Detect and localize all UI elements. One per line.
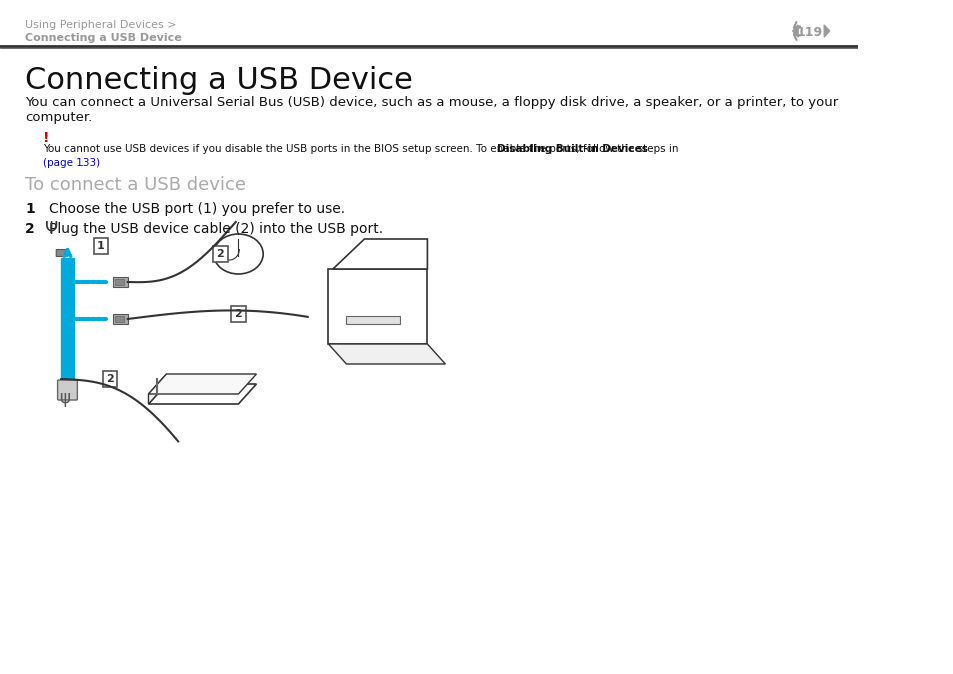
Polygon shape [823, 25, 829, 37]
FancyBboxPatch shape [231, 306, 245, 322]
Text: 2: 2 [216, 249, 224, 259]
Text: 1: 1 [97, 241, 105, 251]
Ellipse shape [213, 234, 263, 274]
Text: 2: 2 [25, 222, 35, 236]
FancyBboxPatch shape [103, 371, 117, 387]
Text: (page 133): (page 133) [43, 158, 100, 168]
Text: To connect a USB device: To connect a USB device [25, 176, 246, 194]
Bar [61, 258, 73, 379]
Text: ψ: ψ [59, 389, 71, 407]
Text: computer.: computer. [25, 111, 92, 124]
Text: 2: 2 [106, 374, 113, 384]
Bar [115, 316, 124, 322]
Text: 1: 1 [25, 202, 35, 216]
FancyBboxPatch shape [93, 238, 108, 254]
FancyBboxPatch shape [57, 380, 77, 400]
Text: 119: 119 [796, 26, 822, 39]
Text: Plug the USB device cable (2) into the USB port.: Plug the USB device cable (2) into the U… [50, 222, 383, 236]
FancyBboxPatch shape [213, 246, 228, 262]
Text: You can connect a Universal Serial Bus (USB) device, such as a mouse, a floppy d: You can connect a Universal Serial Bus (… [25, 96, 838, 109]
Text: 2: 2 [234, 309, 242, 319]
Text: .: . [81, 158, 84, 168]
Bar [328, 269, 427, 344]
Polygon shape [149, 374, 256, 394]
Text: You cannot use USB devices if you disable the USB ports in the BIOS setup screen: You cannot use USB devices if you disabl… [43, 144, 681, 154]
Text: Using Peripheral Devices >: Using Peripheral Devices > [25, 20, 176, 30]
Bar [346, 316, 400, 324]
Text: Disabling Built-in Devices: Disabling Built-in Devices [497, 144, 647, 154]
Polygon shape [149, 374, 166, 404]
Polygon shape [333, 239, 427, 269]
Polygon shape [792, 25, 798, 37]
Polygon shape [328, 344, 445, 364]
Bar [113, 277, 128, 287]
Bar [113, 314, 128, 324]
FancyBboxPatch shape [56, 249, 66, 257]
Text: Choose the USB port (1) you prefer to use.: Choose the USB port (1) you prefer to us… [50, 202, 345, 216]
Text: !: ! [43, 131, 50, 145]
Text: Connecting a USB Device: Connecting a USB Device [25, 33, 182, 43]
Text: Connecting a USB Device: Connecting a USB Device [25, 66, 413, 95]
Polygon shape [149, 384, 256, 404]
Bar [115, 279, 124, 285]
Text: Ψ: Ψ [45, 220, 58, 238]
